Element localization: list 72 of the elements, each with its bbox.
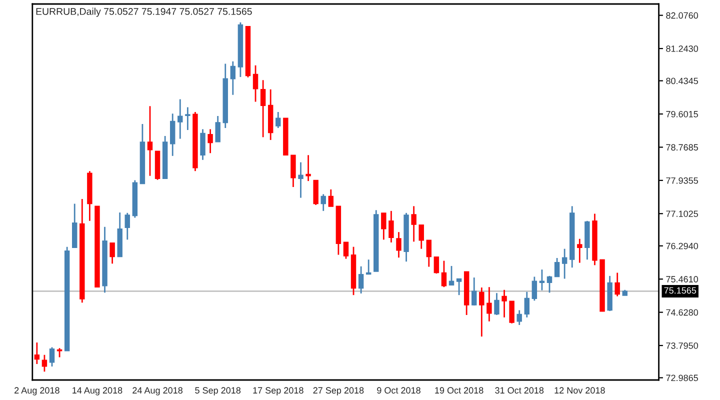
x-tick-label: 12 Nov 2018: [554, 387, 605, 394]
candlestick: [494, 292, 500, 316]
candlestick: [426, 239, 432, 268]
candlestick: [524, 291, 530, 318]
candlestick: [328, 188, 334, 208]
ref-line-label: 75.1565: [664, 287, 696, 294]
candlestick: [358, 266, 364, 294]
candlestick: [313, 180, 318, 206]
candlestick: [170, 112, 176, 157]
y-tick-label: 74.6280: [666, 309, 698, 316]
x-tick-label: 27 Sep 2018: [313, 387, 364, 396]
candlestick: [516, 310, 522, 326]
candlestick: [411, 205, 416, 242]
candlestick: [614, 272, 620, 297]
x-tick-label: 2 Aug 2018: [14, 387, 60, 396]
y-tick-label: 80.4345: [666, 78, 698, 84]
y-tick-label: 77.1025: [666, 210, 698, 217]
candlestick: [554, 257, 560, 278]
candlestick: [396, 231, 402, 258]
candlestick: [215, 115, 220, 143]
candlestick: [479, 286, 484, 338]
candlestick: [110, 242, 115, 264]
y-tick-label: 73.7950: [666, 342, 698, 349]
candlestick: [448, 265, 454, 286]
candlestick: [418, 224, 424, 250]
candlestick: [472, 276, 477, 306]
chart-title: EURRUB,Daily 75.0527 75.1947 75.0527 75.1565: [36, 8, 252, 17]
x-tick-label: 9 Oct 2018: [377, 387, 420, 394]
candlestick: [343, 241, 349, 260]
candlestick: [252, 64, 258, 102]
y-tick-label: 77.9355: [666, 177, 698, 184]
candlestick: [381, 212, 386, 240]
candlestick: [434, 256, 440, 274]
candlestick: [124, 212, 130, 240]
candlestick: [441, 260, 447, 288]
candlestick: [486, 286, 492, 322]
x-tick-label: 31 Oct 2018: [495, 387, 544, 394]
y-tick-label: 79.6015: [666, 110, 698, 118]
candlestick: [456, 278, 462, 296]
candlestick: [42, 354, 48, 372]
candlestick: [290, 154, 296, 188]
candlestick: [320, 194, 326, 212]
candlestick: [577, 238, 582, 264]
y-tick-label: 81.2430: [666, 46, 698, 52]
candlestick: [185, 106, 190, 131]
candlestick: [34, 342, 40, 365]
candlestick: [388, 210, 394, 244]
candlestick: [208, 128, 213, 154]
x-tick-label: 24 Aug 2018: [132, 387, 182, 396]
candlestick: [178, 98, 183, 140]
x-tick-label: 17 Sep 2018: [253, 387, 304, 396]
candlestick: [546, 275, 552, 294]
candlestick: [230, 60, 236, 96]
x-tick-label: 14 Aug 2018: [72, 387, 122, 396]
y-tick-label: 78.7685: [666, 144, 698, 151]
candlestick: [147, 105, 153, 177]
candlestick: [306, 154, 311, 182]
y-tick-label: 72.9865: [666, 374, 698, 382]
candlestick: [200, 128, 206, 161]
x-tick-label: 19 Oct 2018: [435, 387, 484, 394]
candlestick: [502, 289, 507, 318]
candlestick: [260, 79, 266, 138]
candlestick: [298, 162, 304, 198]
candlestick: [49, 346, 55, 368]
candlestick: [532, 276, 538, 302]
candlestick: [276, 111, 281, 129]
candlestick: [562, 248, 568, 280]
candlestick: [509, 300, 514, 324]
y-tick-label: 75.4610: [666, 276, 698, 282]
x-tick-label: 5 Sep 2018: [195, 387, 241, 396]
y-tick-label: 76.2940: [666, 242, 698, 250]
y-tick-label: 82.0760: [666, 12, 698, 19]
